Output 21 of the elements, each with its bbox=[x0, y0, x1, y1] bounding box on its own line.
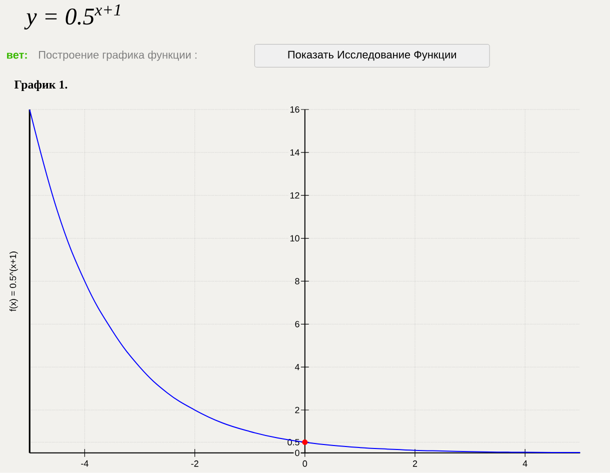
y-axis-title: f(x) = 0.5^(x+1) bbox=[10, 252, 18, 312]
y-tick-label: 16 bbox=[290, 106, 300, 113]
text: Показать Исследование Функции bbox=[288, 50, 456, 61]
y-tick-label: 10 bbox=[290, 235, 300, 242]
chart-title: y = 0.5$^{x+1}$ bbox=[24, 4, 120, 30]
x-tick-label: 0 bbox=[302, 460, 308, 467]
x-tick-label: -4 bbox=[81, 460, 88, 467]
y-tick-label: 2 bbox=[295, 406, 300, 414]
text: График 1. bbox=[14, 80, 68, 92]
y-tick-label: 12 bbox=[290, 192, 300, 199]
x-tick-label: 4 bbox=[522, 460, 528, 467]
x-tick-label: 2 bbox=[412, 460, 418, 467]
y-tick-label: 0 bbox=[295, 450, 300, 456]
y-tick-label: 0.5 bbox=[288, 439, 300, 446]
y-tick-label: 14 bbox=[290, 149, 300, 156]
y-tick-label: 4 bbox=[294, 364, 300, 370]
x-tick-label: -2 bbox=[191, 460, 198, 467]
text: Построение графика функции : bbox=[39, 50, 196, 61]
y-tick-label: 8 bbox=[295, 278, 300, 284]
y-tick-label: 6 bbox=[295, 321, 300, 328]
text: вет: bbox=[7, 52, 27, 59]
